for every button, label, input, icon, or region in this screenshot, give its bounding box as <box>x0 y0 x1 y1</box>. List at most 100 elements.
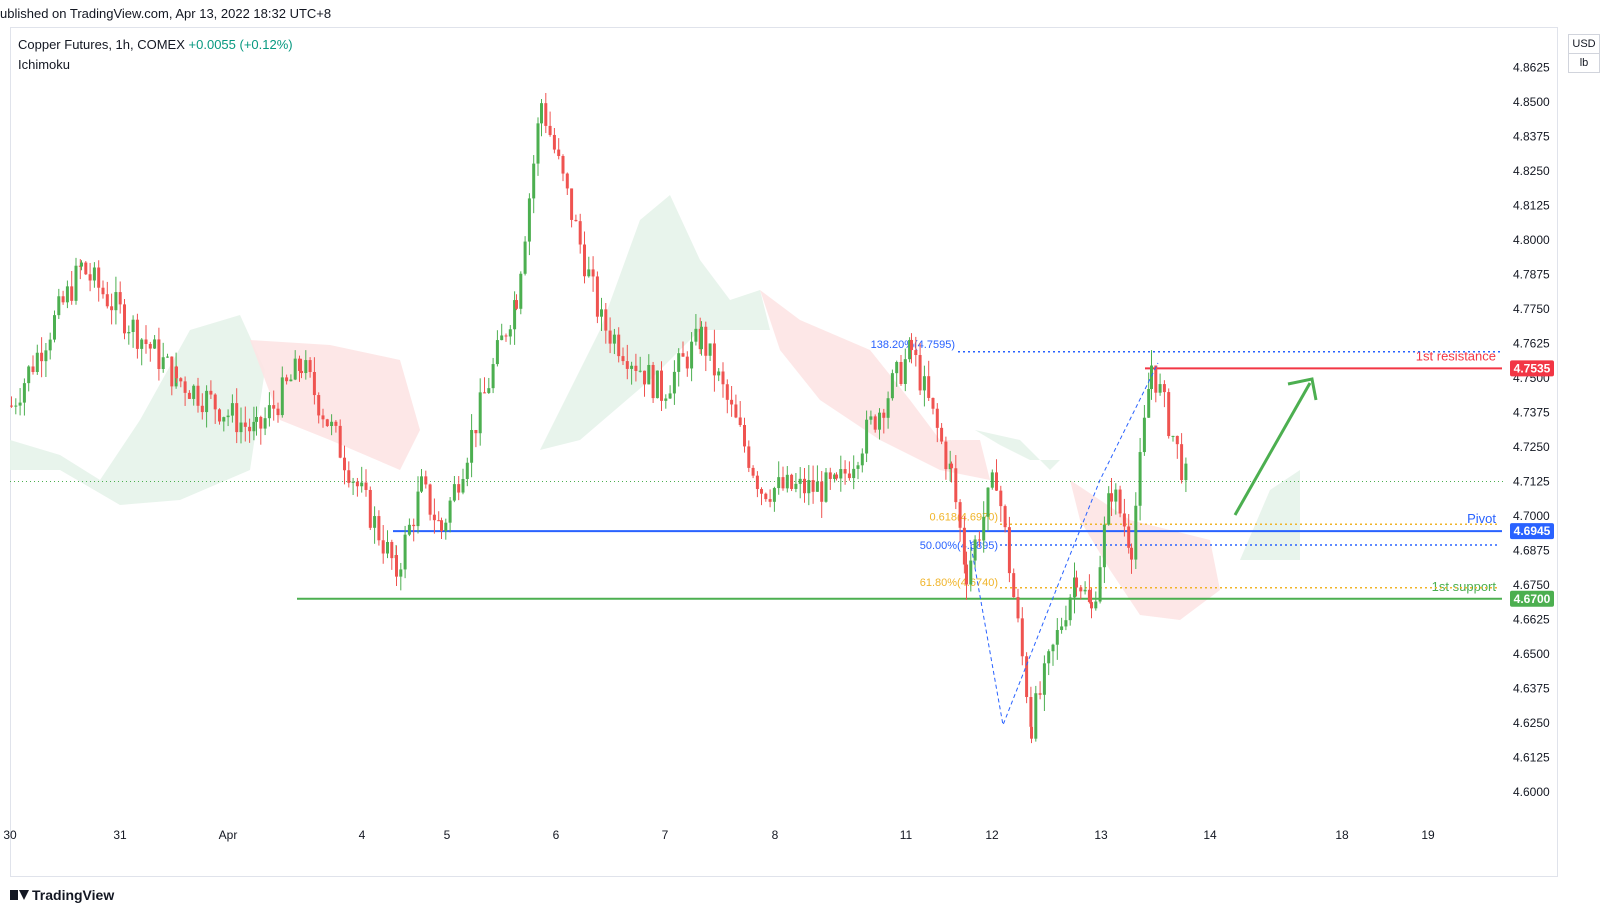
y-tick-label: 4.8125 <box>1513 199 1550 213</box>
candle <box>1060 626 1064 631</box>
candle <box>1090 602 1093 609</box>
y-tick-label: 4.6125 <box>1513 751 1550 765</box>
candle <box>1098 567 1102 602</box>
candle <box>777 477 781 489</box>
candle <box>743 424 746 447</box>
candle <box>604 309 608 331</box>
candle <box>200 405 204 413</box>
candle <box>621 356 625 362</box>
y-tick-label: 4.7625 <box>1513 337 1550 351</box>
candle <box>625 361 629 369</box>
candle <box>166 356 169 358</box>
candle <box>1175 435 1179 445</box>
currency-label[interactable]: USD <box>1572 38 1596 50</box>
candle <box>561 156 565 174</box>
candle <box>1094 601 1098 609</box>
candle <box>381 540 385 554</box>
candle <box>355 481 359 487</box>
candle <box>448 500 452 523</box>
candle <box>325 419 329 427</box>
x-tick-label: 30 <box>3 828 17 842</box>
candle <box>515 300 518 309</box>
y-tick-label: 4.8375 <box>1513 130 1550 144</box>
candle <box>252 421 256 432</box>
candle <box>630 365 634 369</box>
x-tick-label: 7 <box>662 828 669 842</box>
fib-label-50: 50.00%(4.6895) <box>920 540 998 552</box>
unit-selector[interactable]: USD lb <box>1568 34 1600 73</box>
candle <box>1030 726 1033 739</box>
candle <box>869 416 873 420</box>
price-badge <box>1510 590 1554 607</box>
candle <box>48 339 52 351</box>
candle <box>248 426 252 432</box>
candle <box>587 269 591 277</box>
candle <box>508 329 512 337</box>
candle <box>790 474 794 489</box>
tradingview-logo-icon <box>10 889 29 901</box>
y-axis: 4.6000 4.6125 4.6250 4.6375 4.6500 4.6625 4.67… <box>1510 61 1554 799</box>
candle <box>205 390 209 413</box>
candle <box>1029 697 1033 727</box>
x-tick-label: 12 <box>985 828 999 842</box>
candle <box>1158 384 1162 393</box>
cloud-band <box>760 290 990 480</box>
candle <box>386 541 389 554</box>
candle <box>457 484 461 493</box>
candle <box>312 372 316 396</box>
candle <box>668 393 672 399</box>
candle <box>230 403 234 416</box>
candle <box>1134 505 1138 560</box>
candle <box>768 499 772 502</box>
candle <box>35 352 39 372</box>
candle <box>878 412 881 430</box>
price-badge <box>1510 523 1554 540</box>
candle <box>272 405 276 409</box>
candle <box>785 474 789 489</box>
candle <box>437 520 441 522</box>
candle <box>914 350 918 356</box>
candle <box>1068 597 1072 621</box>
candle <box>1150 365 1153 390</box>
candle <box>807 480 811 494</box>
y-tick-label: 4.7125 <box>1513 475 1550 489</box>
cloud-band <box>975 430 1060 470</box>
y-tick-label: 4.8625 <box>1513 61 1550 75</box>
candle <box>873 416 877 430</box>
y-tick-label: 4.7375 <box>1513 406 1550 420</box>
candle <box>532 163 536 199</box>
candle <box>910 339 913 351</box>
ichimoku-cloud <box>10 195 1300 620</box>
y-tick-label: 4.6875 <box>1513 544 1550 558</box>
candle <box>647 364 651 385</box>
candle <box>226 415 230 418</box>
price-badge-label: 4.6945 <box>1514 524 1551 538</box>
candle <box>321 415 325 420</box>
candle <box>22 383 26 403</box>
x-tick-label: 4 <box>359 828 366 842</box>
candle <box>1016 597 1020 619</box>
candle <box>144 339 148 345</box>
candle <box>461 478 465 493</box>
candle <box>734 404 738 418</box>
candle <box>360 482 364 487</box>
footer-brand[interactable]: TradingView <box>10 887 114 903</box>
candle <box>944 441 948 470</box>
unit-label[interactable]: lb <box>1569 53 1599 72</box>
symbol-line[interactable]: Copper Futures, 1h, COMEX +0.0055 (+0.12… <box>18 37 293 52</box>
candle <box>491 364 495 389</box>
x-tick-label: 6 <box>553 828 560 842</box>
candle <box>209 390 213 395</box>
candle <box>672 371 676 394</box>
candle <box>304 360 308 374</box>
candle <box>903 359 907 385</box>
candle <box>1064 620 1068 627</box>
candle <box>882 412 886 418</box>
candle <box>293 358 297 380</box>
candle <box>97 267 101 288</box>
indicator-label[interactable]: Ichimoku <box>18 57 71 72</box>
candle <box>444 522 448 532</box>
candle <box>105 294 109 307</box>
candle <box>965 564 968 585</box>
